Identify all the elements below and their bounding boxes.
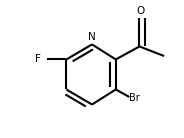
Text: N: N bbox=[88, 32, 96, 42]
Text: F: F bbox=[35, 54, 41, 64]
Text: Br: Br bbox=[129, 93, 140, 103]
Text: O: O bbox=[136, 6, 144, 16]
